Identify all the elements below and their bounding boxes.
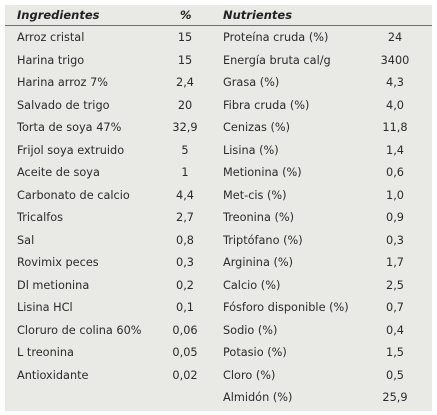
- table-row: Sal 0,8 Triptófano (%) 0,3: [5, 230, 432, 253]
- nutrient-value: 0,7: [386, 301, 404, 314]
- nutrient-value: 1,4: [386, 143, 404, 157]
- ingredient-percent: 4,4: [176, 188, 194, 202]
- ingredient-percent: 20: [177, 98, 193, 112]
- table-row: Aceite de soya 1 Metionina (%) 0,6: [5, 162, 432, 185]
- nutrient-name: Potasio (%): [223, 346, 287, 359]
- table-row: Cloruro de colina 60% 0,06 Sodio (%) 0,4: [5, 320, 432, 343]
- nutrient-value: 0,6: [386, 166, 404, 179]
- ingredient-name: Antioxidante: [17, 368, 89, 382]
- ingredient-name: Cloruro de colina 60%: [17, 323, 142, 337]
- nutrient-value: 4,3: [386, 76, 404, 89]
- nutrient-value: 24: [387, 31, 403, 44]
- ingredient-percent: 0,2: [176, 278, 194, 292]
- nutrient-name: Treonina (%): [223, 211, 295, 224]
- nutrient-value: 0,3: [386, 233, 404, 247]
- nutrient-name: Triptófano (%): [223, 233, 303, 247]
- nutrient-name: Almidón (%): [223, 391, 293, 404]
- ingredient-name: Dl metionina: [17, 278, 90, 292]
- table-row: Torta de soya 47% 32,9 Cenizas (%) 11,8: [5, 117, 432, 140]
- nutrient-value: 1,5: [386, 346, 404, 359]
- nutrient-value: 4,0: [386, 98, 404, 112]
- table-row: Harina trigo 15 Energía bruta cal/g 3400: [5, 50, 432, 73]
- table-row: Harina arroz 7% 2,4 Grasa (%) 4,3: [5, 72, 432, 95]
- nutrient-value: 11,8: [382, 121, 408, 134]
- ingredient-percent: 2,7: [176, 211, 194, 224]
- ingredient-percent: 1: [181, 166, 189, 179]
- table-row: Arroz cristal 15 Proteína cruda (%) 24: [5, 27, 432, 50]
- nutrient-value: 0,5: [386, 368, 404, 382]
- ingredient-name: Lisina HCl: [17, 301, 73, 314]
- nutrient-name: Lisina (%): [223, 143, 279, 157]
- nutrient-value: 2,5: [386, 278, 404, 292]
- ingredient-percent: 15: [177, 31, 193, 44]
- nutrient-value: 1,7: [386, 256, 404, 269]
- ingredient-name: Torta de soya 47%: [17, 121, 122, 134]
- ingredient-percent: 0,3: [176, 256, 194, 269]
- nutrient-name: Cenizas (%): [223, 121, 291, 134]
- nutrient-name: Proteína cruda (%): [223, 31, 329, 44]
- ingredient-name: Frijol soya extruido: [17, 143, 125, 157]
- ingredient-percent: 32,9: [172, 121, 198, 134]
- ingredient-name: L treonina: [17, 346, 74, 359]
- ingredient-name: Salvado de trigo: [17, 98, 110, 112]
- table-header: Ingredientes % Nutrientes: [5, 5, 432, 26]
- nutrient-value: 25,9: [382, 391, 408, 404]
- header-ingredients: Ingredientes: [17, 8, 100, 22]
- ingredient-percent: 5: [181, 143, 189, 157]
- nutrient-name: Fibra cruda (%): [223, 98, 310, 112]
- table-row: Rovimix peces 0,3 Arginina (%) 1,7: [5, 252, 432, 275]
- nutrient-value: 1,0: [386, 188, 404, 202]
- ingredient-percent: 0,05: [172, 346, 198, 359]
- nutrient-name: Calcio (%): [223, 278, 281, 292]
- table-row: Dl metionina 0,2 Calcio (%) 2,5: [5, 275, 432, 298]
- ingredient-percent: 0,02: [172, 368, 198, 382]
- nutrient-name: Fósforo disponible (%): [223, 301, 349, 314]
- nutrient-name: Cloro (%): [223, 368, 276, 382]
- ingredient-name: Arroz cristal: [17, 31, 85, 44]
- nutrient-name: Energía bruta cal/g: [223, 53, 331, 67]
- ingredient-name: Harina trigo: [17, 53, 85, 67]
- table-row: Tricalfos 2,7 Treonina (%) 0,9: [5, 207, 432, 230]
- ingredient-name: Harina arroz 7%: [17, 76, 108, 89]
- nutrient-name: Grasa (%): [223, 76, 280, 89]
- header-nutrients: Nutrientes: [223, 8, 293, 22]
- ingredient-name: Aceite de soya: [17, 166, 100, 179]
- ingredient-percent: 15: [177, 53, 193, 67]
- ingredient-name: Rovimix peces: [17, 256, 99, 269]
- table-row: Antioxidante 0,02 Cloro (%) 0,5: [5, 365, 432, 388]
- ingredient-percent: 2,4: [176, 76, 194, 89]
- ingredient-name: Sal: [17, 233, 35, 247]
- nutrient-name: Sodio (%): [223, 323, 278, 337]
- nutrient-value: 3400: [380, 53, 410, 67]
- nutrient-name: Met-cis (%): [223, 188, 287, 202]
- composition-table: Ingredientes % Nutrientes Arroz cristal 1…: [5, 5, 432, 411]
- nutrient-value: 0,9: [386, 211, 404, 224]
- ingredient-name: Tricalfos: [17, 211, 64, 224]
- table-row: Salvado de trigo 20 Fibra cruda (%) 4,0: [5, 95, 432, 118]
- nutrient-name: Metionina (%): [223, 166, 302, 179]
- table-row: Lisina HCl 0,1 Fósforo disponible (%) 0,7: [5, 297, 432, 320]
- ingredient-percent: 0,8: [176, 233, 194, 247]
- table-row: L treonina 0,05 Potasio (%) 1,5: [5, 342, 432, 365]
- ingredient-percent: 0,1: [176, 301, 194, 314]
- table-row: Almidón (%) 25,9: [5, 387, 432, 410]
- ingredient-name: Carbonato de calcio: [17, 188, 130, 202]
- nutrient-name: Arginina (%): [223, 256, 294, 269]
- table-row: Frijol soya extruido 5 Lisina (%) 1,4: [5, 140, 432, 163]
- nutrient-value: 0,4: [386, 323, 404, 337]
- table-row: Carbonato de calcio 4,4 Met-cis (%) 1,0: [5, 185, 432, 208]
- header-percent: %: [180, 8, 192, 22]
- ingredient-percent: 0,06: [172, 323, 198, 337]
